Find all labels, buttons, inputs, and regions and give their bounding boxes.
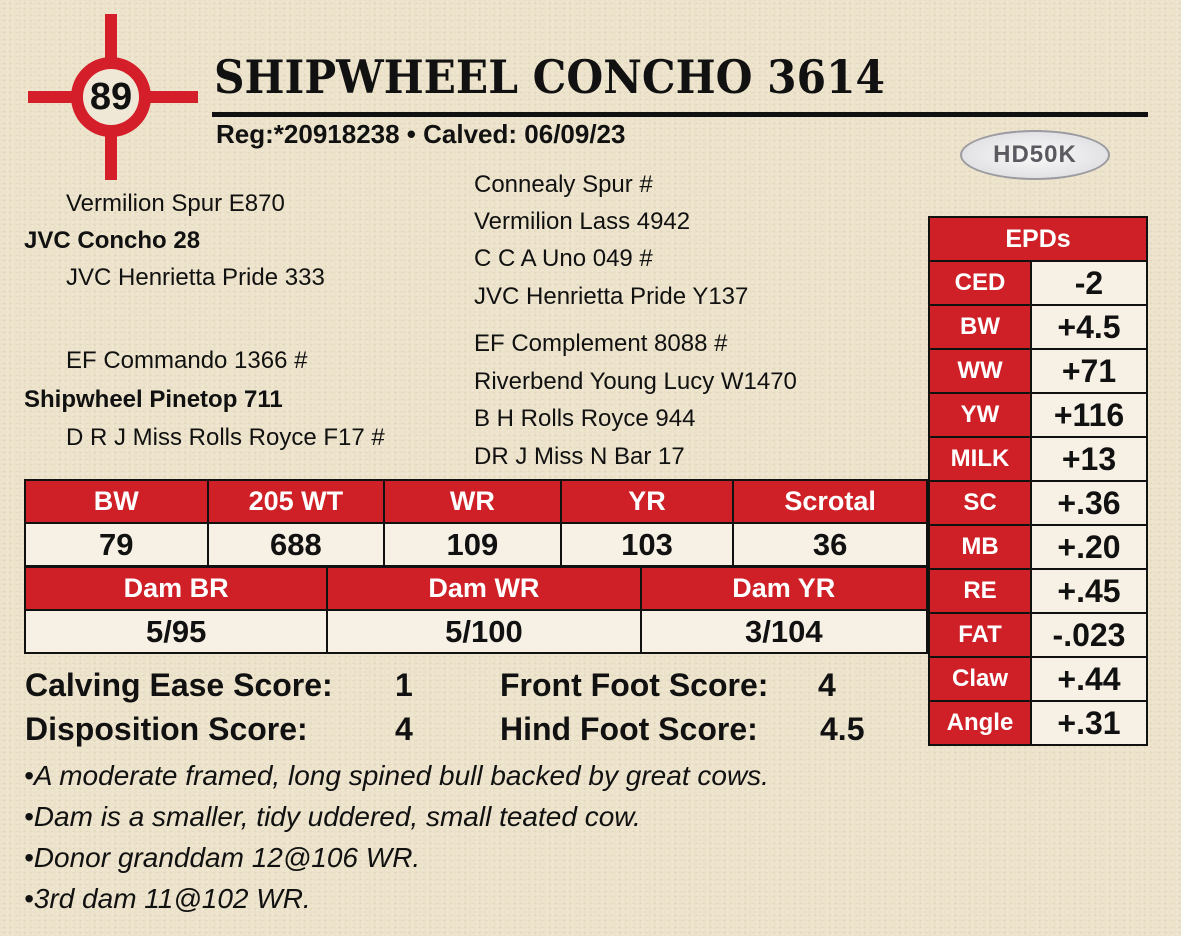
stat-header: WR <box>383 479 562 524</box>
hind-foot-value: 4.5 <box>820 711 865 747</box>
gg-ancestor: Riverbend Young Lucy W1470 <box>474 368 797 395</box>
gg-ancestor: JVC Henrietta Pride Y137 <box>474 283 749 310</box>
dam-header: Dam BR <box>23 566 329 611</box>
epd-row: Angle +.31 <box>928 700 1148 746</box>
note: •3rd dam 11@102 WR. <box>24 883 311 914</box>
epd-label: BW <box>928 304 1032 350</box>
gg-ancestor: Connealy Spur # <box>474 171 653 198</box>
epd-value: -2 <box>1030 260 1148 306</box>
epd-row: YW +116 <box>928 392 1148 438</box>
front-foot-label: Front Foot Score: <box>500 667 769 703</box>
epd-label: WW <box>928 348 1032 394</box>
epd-value: +13 <box>1030 436 1148 482</box>
epd-table: EPDs CED -2 BW +4.5 WW +71 YW +116 MILK +13 S… <box>928 216 1148 746</box>
gg-ancestor: DR J Miss N Bar 17 <box>474 443 685 470</box>
dam-value: 5/95 <box>23 609 329 654</box>
sire-dam: JVC Henrietta Pride 333 <box>66 264 325 291</box>
stat-value: 688 <box>206 522 386 567</box>
performance-table: BW 205 WT WR YR Scrotal 79 688 109 103 3… <box>24 479 928 567</box>
epd-row: RE +.45 <box>928 568 1148 614</box>
epd-label: FAT <box>928 612 1032 658</box>
epd-value: +.20 <box>1030 524 1148 570</box>
epd-label: RE <box>928 568 1032 614</box>
stat-value: 109 <box>383 522 562 567</box>
stat-header: 205 WT <box>206 479 386 524</box>
epd-row: WW +71 <box>928 348 1148 394</box>
epd-value: +.31 <box>1030 700 1148 746</box>
epd-row: CED -2 <box>928 260 1148 306</box>
lot-number: 89 <box>89 76 133 118</box>
gg-ancestor: C C A Uno 049 # <box>474 245 653 272</box>
note: •Dam is a smaller, tidy uddered, small t… <box>24 801 641 832</box>
stat-value: 36 <box>732 522 928 567</box>
epd-row: BW +4.5 <box>928 304 1148 350</box>
dam: Shipwheel Pinetop 711 <box>24 386 283 413</box>
animal-name: SHIPWHEEL CONCHO 3614 <box>214 50 885 104</box>
sire-sire: Vermilion Spur E870 <box>66 190 285 217</box>
epd-row: SC +.36 <box>928 480 1148 526</box>
hd50k-logo: HD50K <box>960 130 1110 180</box>
gg-ancestor: EF Complement 8088 # <box>474 330 728 357</box>
disposition-value: 4 <box>395 711 413 747</box>
epd-value: -.023 <box>1030 612 1148 658</box>
epd-row: Claw +.44 <box>928 656 1148 702</box>
hd50k-badge-text: HD50K <box>993 141 1077 168</box>
epd-label: SC <box>928 480 1032 526</box>
epd-label: CED <box>928 260 1032 306</box>
epd-value: +116 <box>1030 392 1148 438</box>
dam-value: 3/104 <box>639 609 929 654</box>
title-divider <box>212 112 1148 117</box>
epd-label: MB <box>928 524 1032 570</box>
epd-value: +4.5 <box>1030 304 1148 350</box>
epd-value: +.44 <box>1030 656 1148 702</box>
stat-value: 79 <box>24 522 209 567</box>
dam-dam: D R J Miss Rolls Royce F17 # <box>66 424 385 451</box>
gg-ancestor: B H Rolls Royce 944 <box>474 405 696 432</box>
sire: JVC Concho 28 <box>24 227 201 254</box>
gg-ancestor: Vermilion Lass 4942 <box>474 208 691 235</box>
epd-row: MILK +13 <box>928 436 1148 482</box>
disposition-label: Disposition Score: <box>25 711 308 747</box>
epd-value: +.45 <box>1030 568 1148 614</box>
front-foot-value: 4 <box>818 667 836 703</box>
epd-row: FAT -.023 <box>928 612 1148 658</box>
stat-header: Scrotal <box>732 479 928 524</box>
epd-label: Claw <box>928 656 1032 702</box>
epd-label: YW <box>928 392 1032 438</box>
stat-value: 103 <box>559 522 735 567</box>
dam-value: 5/100 <box>326 609 642 654</box>
dam-header: Dam WR <box>326 566 642 611</box>
dam-header: Dam YR <box>639 566 929 611</box>
brand-logo: 89 <box>28 14 198 180</box>
epd-value: +.36 <box>1030 480 1148 526</box>
calving-ease-label: Calving Ease Score: <box>25 667 333 703</box>
calving-ease-value: 1 <box>395 667 413 703</box>
stat-header: YR <box>559 479 735 524</box>
dam-sire: EF Commando 1366 # <box>66 347 308 374</box>
epd-title: EPDs <box>928 216 1148 262</box>
note: •A moderate framed, long spined bull bac… <box>24 760 769 791</box>
epd-label: MILK <box>928 436 1032 482</box>
hind-foot-label: Hind Foot Score: <box>500 711 758 747</box>
dam-table: Dam BR Dam WR Dam YR 5/95 5/100 3/104 <box>23 566 929 654</box>
epd-row: MB +.20 <box>928 524 1148 570</box>
epd-value: +71 <box>1030 348 1148 394</box>
epd-label: Angle <box>928 700 1032 746</box>
note: •Donor granddam 12@106 WR. <box>24 842 421 873</box>
registration-line: Reg:*20918238 • Calved: 06/09/23 <box>216 119 626 149</box>
stat-header: BW <box>24 479 209 524</box>
